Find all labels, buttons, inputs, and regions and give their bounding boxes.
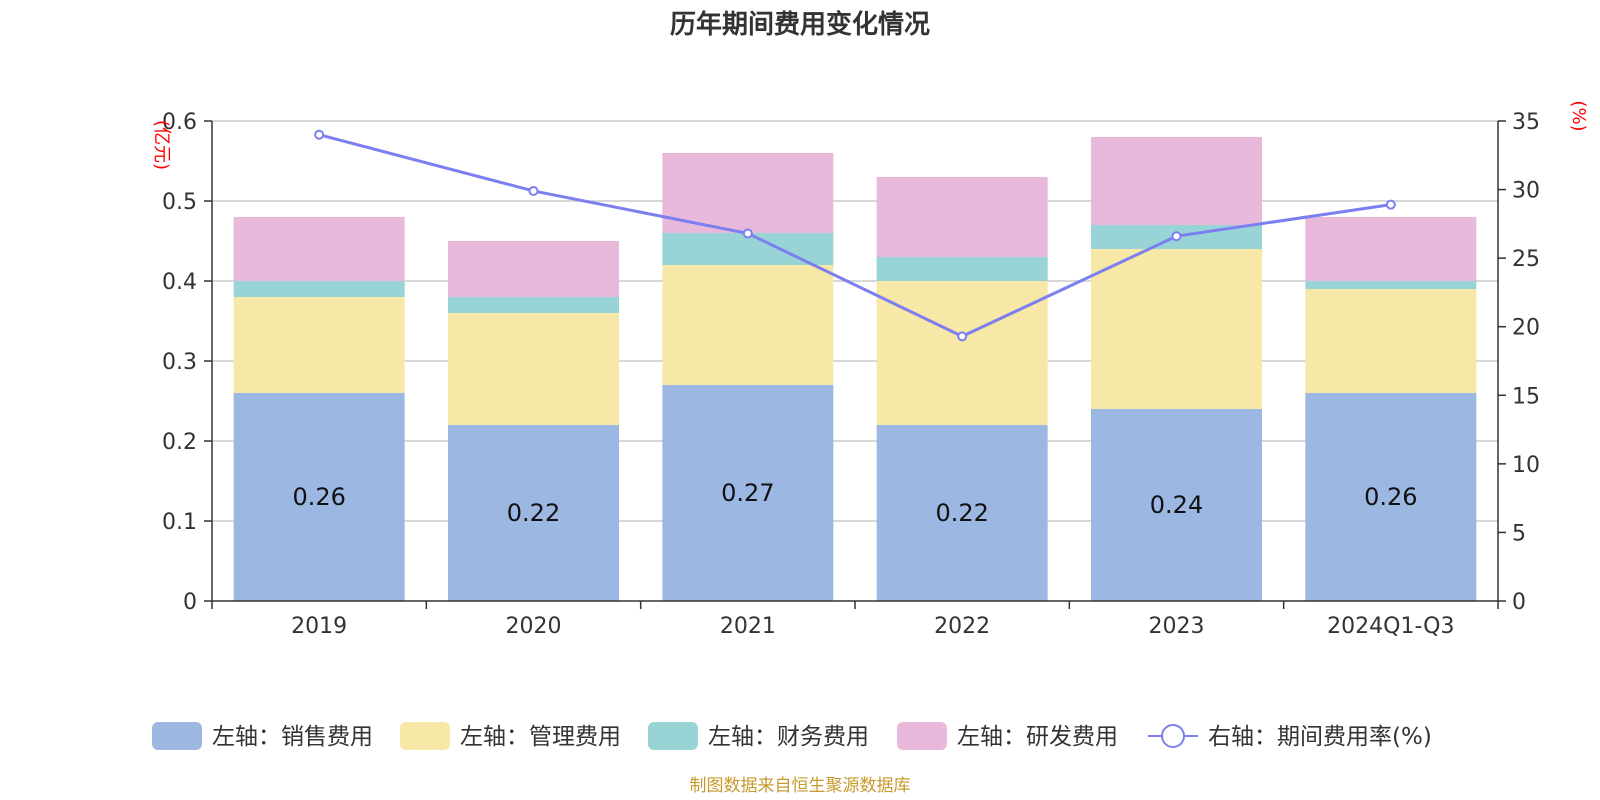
right-tick-label: 10 bbox=[1512, 453, 1540, 478]
right-tick-label: 20 bbox=[1512, 316, 1540, 341]
bar-2022-series-1 bbox=[876, 281, 1048, 425]
bar-2021-series-3 bbox=[662, 153, 834, 233]
bar-2020-series-0 bbox=[448, 425, 619, 601]
bar-2024Q1-Q3-series-1 bbox=[1305, 289, 1477, 393]
right-tick-label: 30 bbox=[1512, 179, 1540, 204]
rate-line-point bbox=[314, 129, 325, 140]
axes: 0 0.1 0.2 0.3 0.4 0.5 0.6 0 5 10 15 20 25 30 35 2019 202… bbox=[162, 110, 1540, 639]
bar-2023-series-1 bbox=[1091, 249, 1262, 409]
bar-2024Q1-Q3-series-2 bbox=[1305, 281, 1477, 289]
bar-2019-series-0 bbox=[233, 393, 405, 601]
left-axis-unit: (亿元) bbox=[151, 120, 172, 170]
legend-label-0: 左轴：销售费用 bbox=[212, 724, 373, 750]
bar-2021-series-0 bbox=[662, 385, 834, 601]
right-tick-label: 0 bbox=[1512, 590, 1526, 615]
bar-2020-series-2 bbox=[448, 297, 619, 313]
rate-line-point bbox=[1385, 199, 1396, 210]
left-tick-label: 0.1 bbox=[162, 510, 197, 535]
rate-line-point bbox=[957, 331, 968, 342]
bar-2019-series-3 bbox=[233, 217, 405, 281]
bar-2024Q1-Q3-series-3 bbox=[1305, 217, 1477, 281]
bar-2022-series-0 bbox=[876, 425, 1048, 601]
bar-2023-series-0 bbox=[1091, 409, 1262, 601]
x-tick-label: 2021 bbox=[720, 614, 776, 639]
x-tick-label: 2022 bbox=[934, 614, 990, 639]
bar-2019-series-2 bbox=[233, 281, 405, 297]
right-tick-label: 25 bbox=[1512, 247, 1540, 272]
rate-line bbox=[314, 129, 1396, 342]
bar-2022-series-3 bbox=[876, 177, 1048, 257]
legend-label-3: 左轴：研发费用 bbox=[957, 724, 1118, 750]
x-tick-label: 2019 bbox=[291, 614, 347, 639]
bar-2022-series-2 bbox=[876, 257, 1048, 281]
right-tick-label: 5 bbox=[1512, 521, 1526, 546]
x-tick-label: 2020 bbox=[506, 614, 562, 639]
right-tick-label: 15 bbox=[1512, 384, 1540, 409]
left-tick-label: 0.2 bbox=[162, 430, 197, 455]
bar-2023-series-3 bbox=[1091, 137, 1262, 225]
bar-value-label: 0.26 bbox=[1364, 483, 1417, 511]
rate-line-point bbox=[528, 185, 539, 196]
legend-swatch-1 bbox=[400, 722, 450, 750]
bar-value-label: 0.27 bbox=[721, 479, 774, 507]
x-tick-label: 2023 bbox=[1149, 614, 1205, 639]
legend-swatch-3 bbox=[897, 722, 947, 750]
legend-label-1: 左轴：管理费用 bbox=[460, 724, 621, 750]
rate-line-point bbox=[742, 228, 753, 239]
right-axis-unit: (%) bbox=[1568, 100, 1589, 131]
legend-swatch-2 bbox=[648, 722, 698, 750]
bar-value-label: 0.22 bbox=[935, 499, 988, 527]
rate-line-path bbox=[318, 133, 1392, 338]
bar-2020-series-3 bbox=[448, 241, 619, 297]
bar-value-label: 0.22 bbox=[507, 499, 560, 527]
left-tick-label: 0.5 bbox=[162, 190, 197, 215]
bars bbox=[233, 137, 1477, 601]
legend-swatch-0 bbox=[152, 722, 202, 750]
legend: 左轴：销售费用 左轴：管理费用 左轴：财务费用 左轴：研发费用 右轴：期间费用率(%) bbox=[152, 722, 1432, 750]
bar-2024Q1-Q3-series-0 bbox=[1305, 393, 1477, 601]
x-tick-label: 2024Q1-Q3 bbox=[1327, 614, 1454, 639]
legend-label-2: 左轴：财务费用 bbox=[708, 724, 869, 750]
legend-label-4: 右轴：期间费用率(%) bbox=[1208, 724, 1432, 750]
source-note: 制图数据来自恒生聚源数据库 bbox=[690, 776, 911, 796]
rate-line-point bbox=[1171, 231, 1182, 242]
bar-value-label: 0.26 bbox=[292, 483, 345, 511]
left-tick-label: 0.4 bbox=[162, 270, 197, 295]
left-tick-label: 0.3 bbox=[162, 350, 197, 375]
grid-lines bbox=[212, 120, 1498, 522]
chart-title: 历年期间费用变化情况 bbox=[670, 9, 930, 40]
legend-line-marker bbox=[1161, 724, 1185, 748]
bar-2021-series-1 bbox=[662, 265, 834, 385]
bar-value-label: 0.24 bbox=[1150, 491, 1203, 519]
left-tick-label: 0.6 bbox=[162, 110, 197, 135]
bar-labels: 0.26 0.22 0.27 0.22 0.24 0.26 bbox=[292, 479, 1417, 527]
left-tick-label: 0 bbox=[183, 590, 197, 615]
bar-2019-series-1 bbox=[233, 297, 405, 393]
right-tick-label: 35 bbox=[1512, 110, 1540, 135]
bar-2020-series-1 bbox=[448, 313, 619, 425]
